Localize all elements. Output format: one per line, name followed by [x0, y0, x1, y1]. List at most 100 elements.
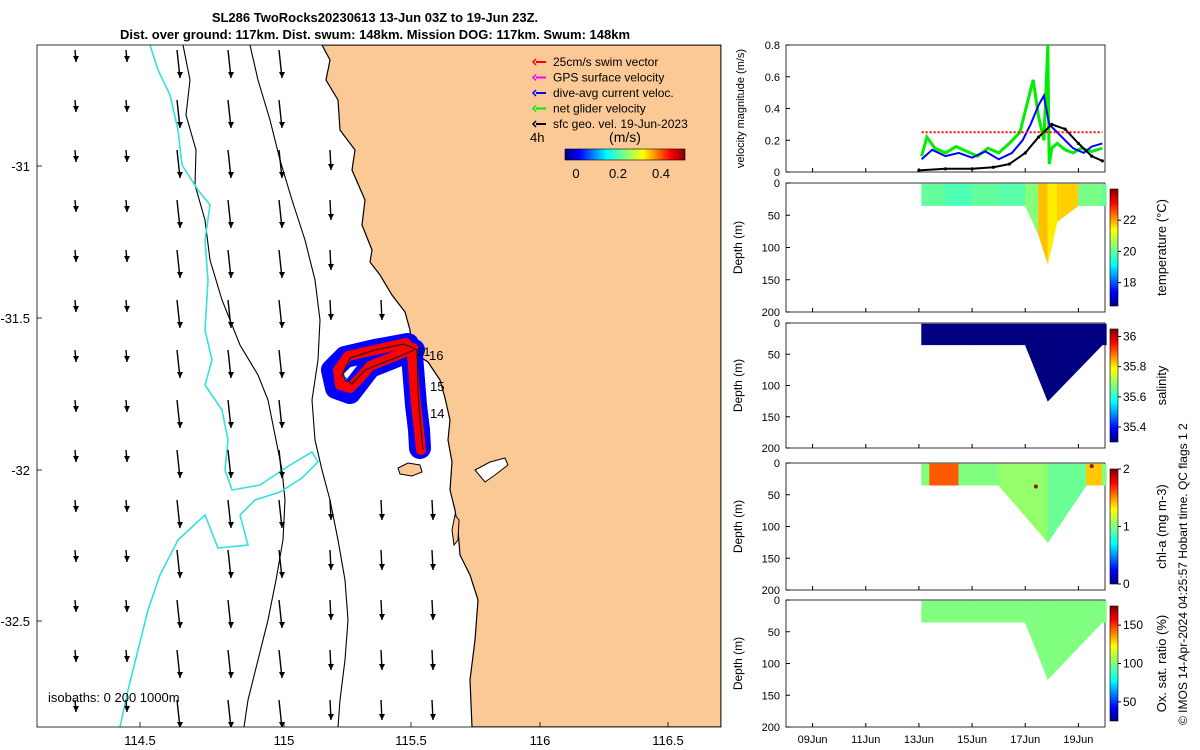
- geo-arrow-head: [379, 314, 385, 320]
- geo-arrow: [176, 49, 183, 79]
- geo-arrow: [278, 449, 285, 479]
- geo-arrow-head: [328, 264, 334, 270]
- oxygen-ytick-label: 50: [768, 627, 780, 639]
- legend-swatch-head: [531, 120, 537, 128]
- geo-arrow: [227, 699, 234, 727]
- geo-arrow: [176, 649, 183, 679]
- geo-arrow-head: [228, 572, 234, 578]
- geo-arrow-head: [430, 664, 436, 670]
- geo-arrow-head: [124, 506, 130, 512]
- geo-arrow-head: [177, 322, 183, 328]
- oxygen-profile-cell: [921, 600, 973, 623]
- geo-arrow-head: [73, 456, 79, 462]
- geo-arrow: [124, 349, 130, 363]
- temperature-colorbar-tick-label: 22: [1123, 213, 1137, 227]
- geo-arrow-head: [124, 406, 130, 412]
- velocity-point: [1023, 151, 1027, 155]
- chl-a-colorbar-tick-label: 2: [1123, 462, 1130, 476]
- geo-arrow-head: [328, 614, 334, 620]
- temperature-profile-cell: [1102, 183, 1107, 206]
- map-xtick: 116: [530, 733, 551, 748]
- geo-arrow: [176, 449, 183, 479]
- oxygen-colorbar: [1109, 605, 1119, 722]
- geo-arrow: [379, 699, 385, 721]
- geo-arrow: [73, 99, 79, 113]
- geo-arrow-head: [328, 214, 334, 220]
- velocity-ytick-label: 0: [774, 167, 780, 179]
- geo-arrow-head: [124, 256, 130, 262]
- chl-a-colorbar-label: chl-a (mg m-3): [1154, 484, 1169, 569]
- geo-arrow-head: [328, 314, 334, 320]
- geo-arrow-head: [177, 572, 183, 578]
- salinity-profile-cell: [921, 323, 973, 346]
- velocity-panel: 0 0.2 0.4 0.6 0.8 velocity magnitude (m/s): [735, 40, 1106, 179]
- velocity-ytick-label: 0.8: [765, 40, 780, 52]
- chl-a-ytick-label: 100: [762, 522, 780, 534]
- garden-island: [451, 513, 460, 547]
- geo-arrow: [278, 249, 285, 279]
- colorbar-note: 4h: [530, 130, 544, 145]
- salinity-colorbar-label: salinity: [1154, 365, 1169, 405]
- geo-arrow: [278, 299, 285, 329]
- geo-arrow: [278, 699, 285, 727]
- oxygen-ytick-label: 100: [762, 659, 780, 671]
- geo-arrow-head: [279, 222, 285, 228]
- geo-arrow: [328, 649, 334, 671]
- geo-arrow: [430, 599, 436, 621]
- chl-a-ytick-label: 200: [762, 585, 780, 597]
- oxygen-colorbar-tick-label: 100: [1123, 657, 1143, 671]
- geo-arrow: [73, 149, 79, 163]
- oxygen-colorbar-tick-label: 150: [1123, 618, 1143, 632]
- geo-arrow: [278, 199, 285, 229]
- geo-arrow-head: [124, 656, 130, 662]
- temperature-profile-cell: [971, 183, 999, 206]
- geo-arrow: [379, 499, 385, 521]
- velocity-ytick-label: 0.4: [765, 104, 780, 116]
- geo-arrow: [73, 599, 79, 613]
- geo-arrow-head: [177, 672, 183, 678]
- geo-arrow: [328, 199, 334, 221]
- chl-a-ytick-label: 0: [774, 458, 780, 470]
- legend-label: 25cm/s swim vector: [553, 55, 658, 69]
- geo-arrow-head: [328, 514, 334, 520]
- geo-arrow-head: [228, 522, 234, 528]
- oxygen-panel: 0 50 100 150 200 Depth (m) 50 100 150 Ox. sat. ra…: [731, 595, 1169, 734]
- geo-arrow-head: [177, 422, 183, 428]
- oxygen-ytick-label: 150: [762, 690, 780, 702]
- geo-arrow: [278, 349, 285, 379]
- geo-arrow-head: [279, 522, 285, 528]
- chl-a-colorbar: [1109, 468, 1119, 585]
- geo-arrow-head: [124, 456, 130, 462]
- chl-a-profile-cell: [921, 463, 930, 486]
- geo-arrow: [430, 549, 436, 571]
- geo-arrow: [379, 599, 385, 621]
- figure-title-line2: Dist. over ground: 117km. Dist. swum: 14…: [120, 27, 630, 42]
- temperature-ytick-label: 200: [762, 307, 780, 319]
- velocity-ytick-label: 0.2: [765, 135, 780, 147]
- geo-arrow-head: [73, 206, 79, 212]
- time-xtick-label: 13Jun: [904, 734, 934, 746]
- map-land: [321, 45, 721, 727]
- geo-arrow: [227, 49, 234, 79]
- geo-arrow: [176, 499, 183, 529]
- temperature-ytick-label: 150: [762, 275, 780, 287]
- geo-arrow-head: [279, 372, 285, 378]
- geo-arrow-head: [228, 222, 234, 228]
- geo-arrow: [124, 599, 130, 613]
- geo-arrow-head: [124, 106, 130, 112]
- temperature-colorbar-tick-label: 20: [1123, 244, 1137, 258]
- geo-arrow-head: [177, 122, 183, 128]
- geo-arrow-head: [73, 56, 79, 62]
- geo-arrow-head: [328, 664, 334, 670]
- geo-arrow-head: [328, 714, 334, 720]
- geo-arrow-head: [73, 506, 79, 512]
- geo-arrow: [328, 699, 334, 721]
- geo-arrow: [176, 149, 183, 179]
- day-label-21: 21: [417, 345, 431, 359]
- legend-swatch-head: [531, 89, 537, 97]
- velocity-series-line: [920, 44, 1103, 165]
- isobath-shallow: [119, 45, 320, 727]
- chl-a-ytick-label: 150: [762, 553, 780, 565]
- geo-arrow: [176, 399, 183, 429]
- legend-swatch-head: [531, 58, 537, 66]
